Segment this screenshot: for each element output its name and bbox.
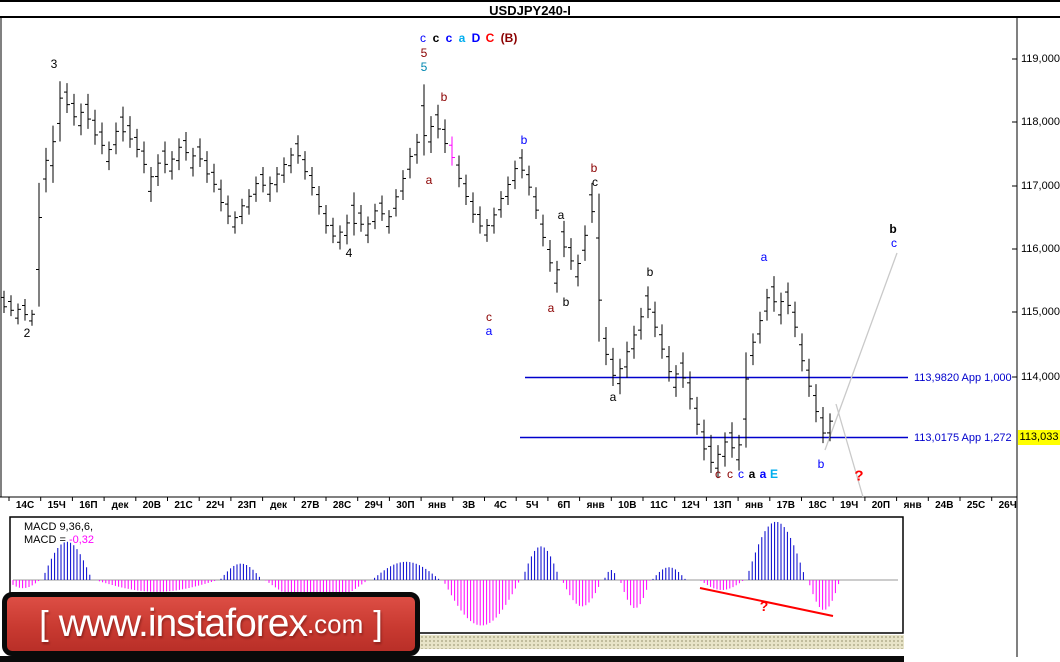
date-axis-label: 22Ч bbox=[206, 500, 225, 511]
question-mark-macd: ? bbox=[759, 598, 769, 614]
wave-label: 5 bbox=[420, 46, 428, 60]
date-axis-label: янв bbox=[903, 500, 922, 511]
wave-label: 5 bbox=[420, 60, 428, 74]
window-background-strip bbox=[420, 635, 904, 649]
date-axis-label: 28С bbox=[332, 500, 352, 511]
fib-level-label-1000: 113,9820 App 1,000 bbox=[914, 371, 1012, 384]
wave-label: c bbox=[420, 31, 426, 45]
wave-label: b bbox=[440, 90, 448, 104]
current-price-tag: 113,033 bbox=[1018, 430, 1060, 445]
wave-label: a bbox=[759, 467, 767, 481]
date-axis-label: 12Ч bbox=[681, 500, 700, 511]
wave-label: a bbox=[557, 208, 565, 222]
wave-label: a bbox=[760, 250, 768, 264]
banner-bracket-left: [ bbox=[39, 604, 49, 643]
price-axis-label: 118,000 bbox=[1021, 116, 1060, 128]
date-axis-label: 21С bbox=[174, 500, 193, 511]
date-axis-label: 20П bbox=[871, 500, 891, 511]
date-axis-label: 23П bbox=[237, 500, 257, 511]
wave-label: c bbox=[715, 467, 721, 481]
price-axis-label: 117,000 bbox=[1021, 180, 1060, 192]
macd-value: -0,32 bbox=[68, 534, 95, 546]
date-axis-label: 11С bbox=[650, 500, 668, 511]
date-axis-label: 19Ч bbox=[840, 500, 859, 511]
window-bottom-edge bbox=[0, 656, 904, 662]
wave-label: a bbox=[547, 301, 555, 315]
price-axis-label: 119,000 bbox=[1021, 53, 1060, 65]
wave-label: C bbox=[485, 31, 495, 45]
wave-label: b bbox=[520, 133, 528, 147]
date-axis-label: 20В bbox=[142, 500, 161, 511]
wave-label: c bbox=[738, 467, 744, 481]
question-mark-chart: ? bbox=[854, 467, 864, 485]
date-axis-label: дек bbox=[111, 500, 129, 511]
wave-label: 4 bbox=[345, 246, 353, 260]
wave-label: E bbox=[769, 467, 779, 481]
date-axis-label: 14С bbox=[15, 500, 35, 511]
wave-label: a bbox=[458, 31, 466, 45]
instaforex-banner-link[interactable]: [ www.instaforex .com ] bbox=[2, 592, 420, 656]
chart-title: USDJPY240-I bbox=[489, 3, 571, 18]
price-axis-label: 114,000 bbox=[1021, 371, 1060, 383]
date-axis-label: 10В bbox=[618, 500, 637, 511]
chart-title-bar: USDJPY240-I bbox=[0, 0, 1060, 18]
macd-params: MACD 9,36,6, bbox=[24, 521, 94, 533]
wave-label: b bbox=[590, 161, 598, 175]
wave-label: a bbox=[485, 324, 493, 338]
macd-indicator-label: MACD 9,36,6, MACD = -0,32 bbox=[24, 521, 94, 547]
wave-label: c bbox=[727, 467, 733, 481]
wave-label: b bbox=[817, 457, 825, 471]
wave-label: b bbox=[562, 295, 570, 309]
banner-bracket-right: ] bbox=[373, 604, 383, 643]
wave-label: a bbox=[748, 467, 756, 481]
date-axis-label: 3В bbox=[462, 500, 476, 511]
price-axis-label: 115,000 bbox=[1021, 306, 1060, 318]
date-axis-label: 24В bbox=[935, 500, 954, 511]
wave-label: a bbox=[425, 173, 433, 187]
fib-level-label-1272: 113,0175 App 1,272 bbox=[914, 431, 1012, 444]
wave-label: 2 bbox=[23, 326, 31, 340]
macd-value-prefix: MACD = bbox=[24, 534, 69, 546]
date-axis-label: 17В bbox=[776, 500, 795, 511]
date-axis-label: 30П bbox=[396, 500, 415, 511]
date-axis-label: дек bbox=[270, 500, 288, 511]
date-axis-label: 15Ч bbox=[47, 500, 66, 511]
date-axis-label: 25С bbox=[966, 500, 986, 511]
price-axis-label: 116,000 bbox=[1021, 243, 1060, 255]
date-axis-label: янв bbox=[428, 500, 447, 511]
wave-label: c bbox=[891, 236, 897, 250]
date-axis-label: 5Ч bbox=[525, 500, 539, 511]
date-axis-label: 4С bbox=[494, 500, 507, 511]
date-axis-label: 27В bbox=[301, 500, 320, 511]
wave-label: c bbox=[445, 31, 453, 45]
date-axis-label: 29Ч bbox=[364, 500, 383, 511]
banner-tld-text: .com bbox=[306, 608, 364, 639]
wave-label: 3 bbox=[50, 57, 58, 71]
wave-label: c bbox=[486, 310, 492, 324]
date-axis-label: 26Ч bbox=[998, 500, 1017, 511]
wave-label: b bbox=[889, 222, 897, 236]
date-axis-label: 18С bbox=[808, 500, 827, 511]
wave-label: D bbox=[471, 31, 481, 45]
date-axis-label: 6П bbox=[557, 500, 571, 511]
banner-domain-text: www.instaforex bbox=[58, 602, 308, 645]
wave-label: c bbox=[432, 31, 440, 45]
wave-label: c bbox=[592, 175, 598, 189]
wave-label: b bbox=[646, 265, 654, 279]
date-axis-label: 16П bbox=[79, 500, 98, 511]
date-axis-label: янв bbox=[586, 500, 605, 511]
date-axis-label: 13П bbox=[713, 500, 732, 511]
wave-label: (B) bbox=[500, 31, 518, 45]
wave-label: a bbox=[609, 390, 617, 404]
date-axis-label: янв bbox=[745, 500, 764, 511]
